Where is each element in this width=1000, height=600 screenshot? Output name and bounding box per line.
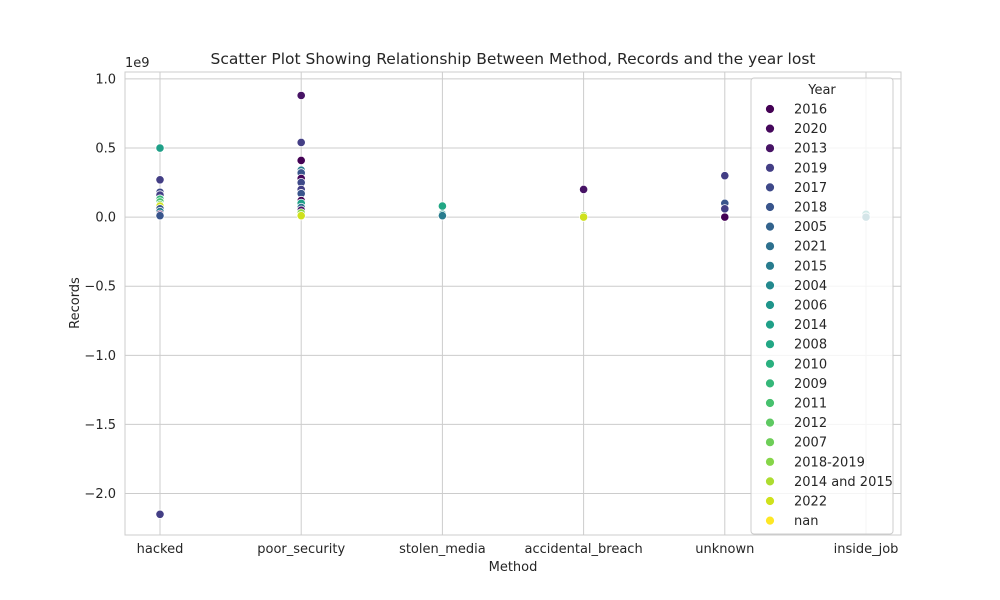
legend-entry-label: 2021 xyxy=(794,240,827,255)
legend-marker xyxy=(765,378,775,389)
legend-marker xyxy=(765,339,775,350)
legend-box xyxy=(750,77,894,535)
data-point xyxy=(296,90,306,101)
legend-entry-label: 2022 xyxy=(794,495,827,510)
legend-marker xyxy=(765,476,775,487)
legend-entry-label: 2005 xyxy=(794,220,827,235)
data-point xyxy=(578,184,589,195)
legend-entry-label: 2014 xyxy=(794,318,827,333)
legend-marker xyxy=(765,456,775,467)
legend-entry-label: 2010 xyxy=(794,357,827,372)
y-tick-labels: 1.0 0.5 0.0 −0.5 −1.0 −1.5 −2.0 xyxy=(84,72,116,502)
data-point xyxy=(155,143,165,153)
legend-marker xyxy=(765,221,775,232)
legend-entry-label: nan xyxy=(794,514,818,529)
legend-entry-label: 2020 xyxy=(794,122,827,137)
data-point xyxy=(296,137,306,148)
legend-marker xyxy=(765,496,775,506)
y-tick-label: −0.5 xyxy=(84,280,116,295)
legend-entry-label: 2009 xyxy=(794,377,827,392)
x-tick-label: poor_security xyxy=(257,542,345,557)
legend-entry-label: 2004 xyxy=(794,279,827,294)
x-tick-label: accidental_breach xyxy=(524,542,642,557)
legend-marker xyxy=(765,515,775,526)
legend-marker xyxy=(765,358,775,369)
legend-marker xyxy=(765,182,775,193)
x-tick-label: hacked xyxy=(137,542,184,557)
legend-marker xyxy=(765,437,775,448)
legend-title: Year xyxy=(807,83,836,98)
data-point xyxy=(155,175,165,185)
x-tick-labels: hacked poor_security stolen_media accidenta… xyxy=(137,542,899,557)
legend-marker xyxy=(765,104,775,114)
legend-entry-label: 2015 xyxy=(794,259,827,274)
y-tick-label: 1.0 xyxy=(95,72,116,87)
legend-entry-label: 2013 xyxy=(794,142,827,157)
legend-entry-label: 2018 xyxy=(794,201,827,216)
data-point xyxy=(296,155,306,166)
legend-marker xyxy=(765,162,775,173)
chart-title: Scatter Plot Showing Relationship Betwee… xyxy=(211,50,816,68)
x-tick-label: unknown xyxy=(695,542,754,557)
legend-entry-label: 2007 xyxy=(794,436,827,451)
legend-marker xyxy=(765,319,775,330)
legend-marker xyxy=(765,260,775,271)
legend-entry-label: 2011 xyxy=(794,397,827,412)
x-tick-label: stolen_media xyxy=(399,542,486,557)
legend-entry-label: 2008 xyxy=(794,338,827,353)
legend-marker xyxy=(765,417,775,428)
legend-marker xyxy=(765,143,775,154)
legend-entry-label: 2019 xyxy=(794,161,827,176)
data-point xyxy=(720,171,730,181)
legend-marker xyxy=(765,280,775,291)
legend: Year 2016 2020 2013 2019 2017 2018 2005 2021 2015… xyxy=(750,77,894,535)
legend-entry-label: 2016 xyxy=(794,103,827,118)
data-point xyxy=(720,212,730,222)
data-point xyxy=(155,211,165,221)
data-point xyxy=(296,211,306,221)
y-tick-label: −1.5 xyxy=(84,418,116,433)
data-point xyxy=(578,212,589,222)
y-axis-label: Records xyxy=(68,277,83,329)
legend-entry-label: 2012 xyxy=(794,416,827,431)
y-tick-label: 0.5 xyxy=(95,142,116,157)
legend-marker xyxy=(765,241,775,252)
y-tick-label: −1.0 xyxy=(84,349,116,364)
legend-entry-label: 2014 and 2015 xyxy=(794,475,893,490)
x-axis-label: Method xyxy=(489,560,538,575)
y-multiplier: 1e9 xyxy=(125,56,150,71)
data-point xyxy=(720,204,730,214)
legend-entry-label: 2006 xyxy=(794,299,827,314)
legend-entry-label: 2018-2019 xyxy=(794,455,865,470)
legend-marker xyxy=(765,398,775,408)
legend-marker xyxy=(765,123,775,134)
x-tick-label: inside_job xyxy=(834,542,899,557)
y-tick-label: 0.0 xyxy=(95,211,116,226)
y-tick-label: −2.0 xyxy=(84,487,116,502)
data-point xyxy=(437,201,447,211)
legend-entry-label: 2017 xyxy=(794,181,827,196)
legend-marker xyxy=(765,300,775,310)
legend-marker xyxy=(765,202,775,212)
data-point xyxy=(437,211,447,221)
data-point xyxy=(155,509,165,519)
